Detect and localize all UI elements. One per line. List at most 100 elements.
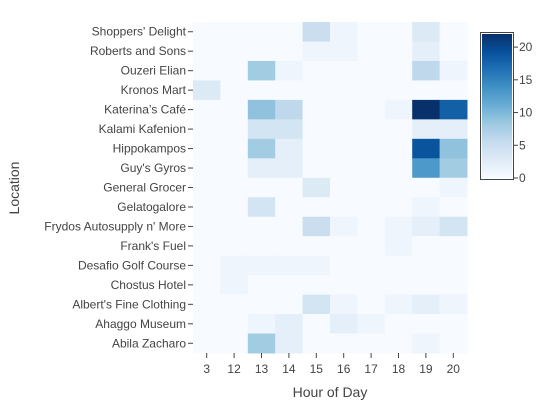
heatmap-cell [220,314,249,335]
heatmap-cell [193,294,221,315]
heatmap-cell [357,119,386,140]
heatmap-cell [220,41,249,62]
heatmap-cell [275,99,304,120]
heatmap-cell [357,216,386,237]
heatmap-cell [275,177,304,198]
heatmap-cell [412,158,441,179]
y-tick-label: Desafio Golf Course [78,258,186,272]
heatmap-cell [384,41,413,62]
heatmap-cell [193,99,221,120]
colorbar-gradient [482,34,512,178]
heatmap-cell [302,119,331,140]
heatmap-cell [384,255,413,276]
heatmap-cell [275,80,304,101]
heatmap-cell [412,41,441,62]
y-tick-label: Kalami Kafenion [99,122,186,136]
heatmap-cell [220,138,249,159]
heatmap-cell [302,99,331,120]
heatmap-cell [193,158,221,179]
heatmap-cell [275,41,304,62]
heatmap-cell [302,275,331,296]
colorbar-tick-label: 0 [519,171,526,185]
heatmap-cell [412,22,441,42]
x-tick-label: 18 [392,362,406,376]
heatmap-cell [357,197,386,218]
heatmap-cell [302,197,331,218]
heatmap-cell [275,236,304,257]
heatmap-cell [220,255,249,276]
heatmap-cell [412,314,441,335]
heatmap-cell [247,177,276,198]
heatmap-cell [330,80,358,101]
y-tick-label: Abila Zacharo [112,336,186,350]
heatmap-cell [412,333,441,354]
y-tick-label: Hippokampos [113,142,186,156]
heatmap-cell [302,60,331,81]
heatmap-cell [193,236,221,257]
heatmap-cell [302,41,331,62]
x-axis-title: Hour of Day [293,384,368,400]
heatmap-cell [302,216,331,237]
heatmap-cell [412,138,441,159]
heatmap-cell [357,333,386,354]
heatmap-cell [439,177,468,198]
heatmap-cell [247,294,276,315]
heatmap-cell [220,119,249,140]
heatmap-cell [220,177,249,198]
heatmap-cell [330,275,358,296]
colorbar-outline [480,32,514,180]
y-tick-label: Kronos Mart [121,83,187,97]
heatmap-cell [193,314,221,335]
heatmap-cell [412,197,441,218]
heatmap-cell [330,99,358,120]
y-tick-label: General Grocer [103,181,186,195]
y-tick-label: Shoppers' Delight [92,25,187,39]
heatmap-cell [330,333,358,354]
heatmap-cell [302,80,331,101]
heatmap-cell [193,41,221,62]
heatmap-cell [247,333,276,354]
heatmap-cell [357,294,386,315]
x-axis-ticks: 3 12 13 14 15 16 17 18 19 20 [203,353,460,376]
heatmap-cell [384,99,413,120]
heatmap-cell [275,294,304,315]
heatmap-cell [247,22,276,42]
y-tick-label: Katerina’s Café [104,103,186,117]
heatmap-cell [220,60,249,81]
x-tick-label: 13 [255,362,269,376]
x-tick-label: 14 [282,362,296,376]
heatmap-cell [275,255,304,276]
heatmap-cell [330,119,358,140]
y-tick-label: Albert's Fine Clothing [72,297,186,311]
heatmap-cell [302,255,331,276]
heatmap-cell [384,138,413,159]
heatmap-cell [412,99,441,120]
heatmap-cell [330,255,358,276]
heatmap-cell [357,177,386,198]
heatmap-cell [384,60,413,81]
heatmap-cell [412,275,441,296]
colorbar-tick-label: 5 [519,138,526,152]
heatmap-cell [193,119,221,140]
heatmap-cell [412,177,441,198]
y-tick-label: Roberts and Sons [90,44,186,58]
heatmap-cell [275,60,304,81]
y-tick-label: Frank's Fuel [120,239,186,253]
heatmap-cells [193,22,468,354]
heatmap-cell [439,255,468,276]
heatmap-cell [357,255,386,276]
heatmap-cell [384,314,413,335]
heatmap-cell [439,333,468,354]
heatmap-cell [275,158,304,179]
heatmap-cell [412,60,441,81]
heatmap-cell [357,60,386,81]
heatmap-cell [247,99,276,120]
heatmap-cell [330,197,358,218]
heatmap-cell [439,80,468,101]
heatmap-cell [220,236,249,257]
heatmap-cell [384,177,413,198]
heatmap-cell [439,197,468,218]
heatmap-cell [384,80,413,101]
heatmap-cell [439,41,468,62]
x-tick-label: 19 [419,362,433,376]
